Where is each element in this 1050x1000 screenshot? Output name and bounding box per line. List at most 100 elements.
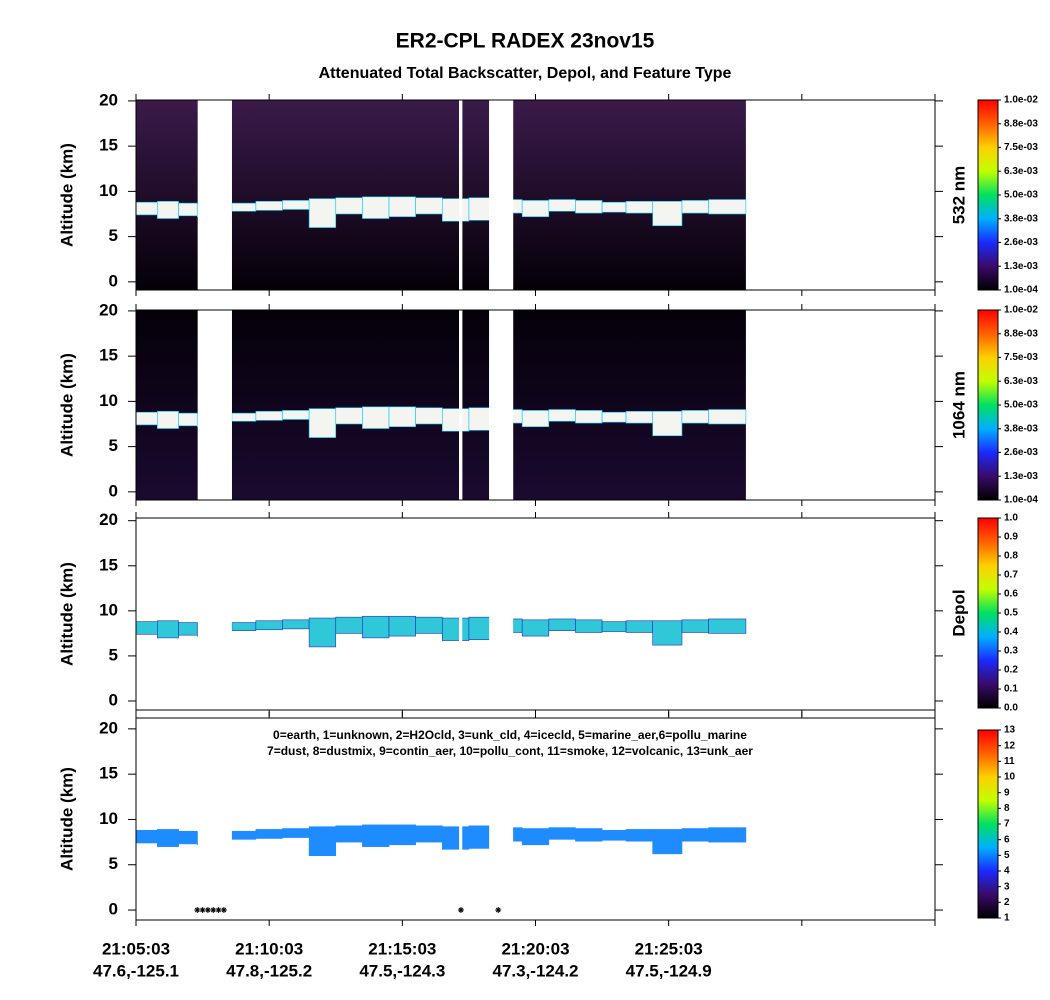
colorbar-tick-label: 8.8e-03 (1004, 118, 1038, 129)
cloud-layer (255, 411, 283, 421)
surface-mark (210, 907, 217, 914)
colorbar-tick-label: 1.0 (1004, 513, 1018, 524)
data-gap (197, 718, 232, 920)
y-axis-label: Altitude (km) (57, 562, 76, 666)
colorbar-tick-label: 1.3e-03 (1004, 261, 1038, 272)
cloud-layer (521, 828, 550, 846)
y-tick-label: 20 (99, 510, 118, 529)
colorbar-tick-label: 3.8e-03 (1004, 213, 1038, 224)
cloud-layer (575, 828, 603, 842)
cloud-layer (521, 619, 550, 637)
cloud-layer (601, 201, 627, 213)
x-tick-label: 21:10:03 (235, 939, 303, 958)
cloud-layer (255, 620, 283, 631)
cloud-layer (335, 197, 363, 215)
colorbar-tick-label: 0.2 (1004, 665, 1018, 676)
data-span (231, 310, 460, 500)
cloud-layer (601, 830, 627, 841)
y-axis-label: Altitude (km) (57, 767, 76, 871)
cloud-layer (548, 409, 576, 422)
cloud-layer (415, 197, 443, 215)
cloud-layer (231, 412, 257, 422)
cloud-layer (548, 827, 576, 840)
cloud-layer (178, 830, 198, 845)
colorbar-tick-label: 12 (1004, 740, 1016, 751)
cloud-layer (415, 616, 443, 634)
colorbar-tick-label: 0.6 (1004, 589, 1018, 600)
y-tick-label: 0 (109, 271, 118, 290)
cloud-layer (441, 826, 470, 850)
legend-text: 7=dust, 8=dustmix, 9=contin_aer, 10=poll… (267, 744, 753, 758)
cloud-layer (362, 824, 390, 847)
data-span (462, 310, 490, 500)
colorbar-tick-label: 11 (1004, 756, 1015, 767)
surface-mark (495, 907, 502, 914)
cloud-layer (308, 617, 337, 648)
colorbar-tick-label: 9 (1004, 787, 1010, 798)
y-tick-label: 15 (99, 555, 118, 574)
colorbar (977, 729, 999, 919)
cloud-layer (652, 201, 683, 227)
cloud-layer (681, 828, 709, 842)
colorbar-label: 1064 nm (949, 371, 968, 439)
colorbar-tick-label: 0.8 (1004, 551, 1018, 562)
surface-mark (194, 907, 201, 914)
cloud-layer (521, 200, 550, 218)
colorbar-tick-label: 10 (1004, 772, 1016, 783)
cloud-layer (178, 412, 198, 427)
cloud-layer (415, 825, 443, 843)
cloud-layer (681, 200, 709, 214)
data-span (231, 100, 460, 290)
colorbar-tick-label: 7 (1004, 819, 1010, 830)
cloud-layer (441, 198, 470, 222)
cloud-layer (601, 621, 627, 632)
cloud-layer (548, 618, 576, 631)
surface-mark (204, 907, 211, 914)
cloud-layer (521, 410, 550, 428)
colorbar-tick-label: 5.0e-03 (1004, 400, 1038, 411)
x-tick-location: 47.8,-125.2 (226, 961, 312, 980)
colorbar-tick-label: 8 (1004, 803, 1010, 814)
surface-mark (220, 907, 227, 914)
colorbar-tick-label: 4 (1004, 866, 1010, 877)
cloud-layer (135, 411, 158, 426)
y-tick-label: 0 (109, 481, 118, 500)
colorbar-tick-label: 0.3 (1004, 646, 1018, 657)
data-gap (489, 718, 514, 920)
cloud-layer (708, 409, 747, 425)
colorbar-tick-label: 7.5e-03 (1004, 142, 1038, 153)
cloud-layer (308, 408, 337, 438)
data-gap (489, 100, 514, 290)
cloud-layer (625, 201, 653, 214)
data-gap (197, 310, 232, 500)
data-gap (459, 310, 463, 500)
data-gap (197, 518, 232, 710)
cloud-layer (575, 200, 603, 214)
cloud-layer (231, 830, 257, 840)
data-gap (459, 518, 463, 710)
cloud-layer (441, 617, 470, 641)
cloud-layer (135, 621, 158, 635)
cloud-layer (157, 620, 179, 639)
colorbar-tick-label: 0.0 (1004, 703, 1018, 714)
colorbar-label: Depol (949, 589, 968, 636)
colorbar-tick-label: 1.0e-04 (1004, 285, 1038, 296)
data-gap (459, 718, 463, 920)
y-tick-label: 5 (109, 226, 118, 245)
colorbar-tick-label: 6 (1004, 834, 1010, 845)
colorbar-label: 532 nm (949, 166, 968, 225)
colorbar-tick-label: 1.0e-04 (1004, 495, 1038, 506)
data-span (231, 718, 460, 920)
cloud-layer (231, 622, 257, 631)
cloud-layer (282, 200, 310, 210)
colorbar-tick-label: 5 (1004, 850, 1010, 861)
colorbar-tick-label: 0.5 (1004, 608, 1018, 619)
colorbar (977, 517, 999, 709)
cloud-layer (362, 615, 390, 639)
data-span (136, 718, 198, 920)
y-tick-label: 15 (99, 764, 118, 783)
data-gap (197, 100, 232, 290)
x-tick-location: 47.5,-124.3 (359, 961, 445, 980)
data-span (462, 100, 490, 290)
